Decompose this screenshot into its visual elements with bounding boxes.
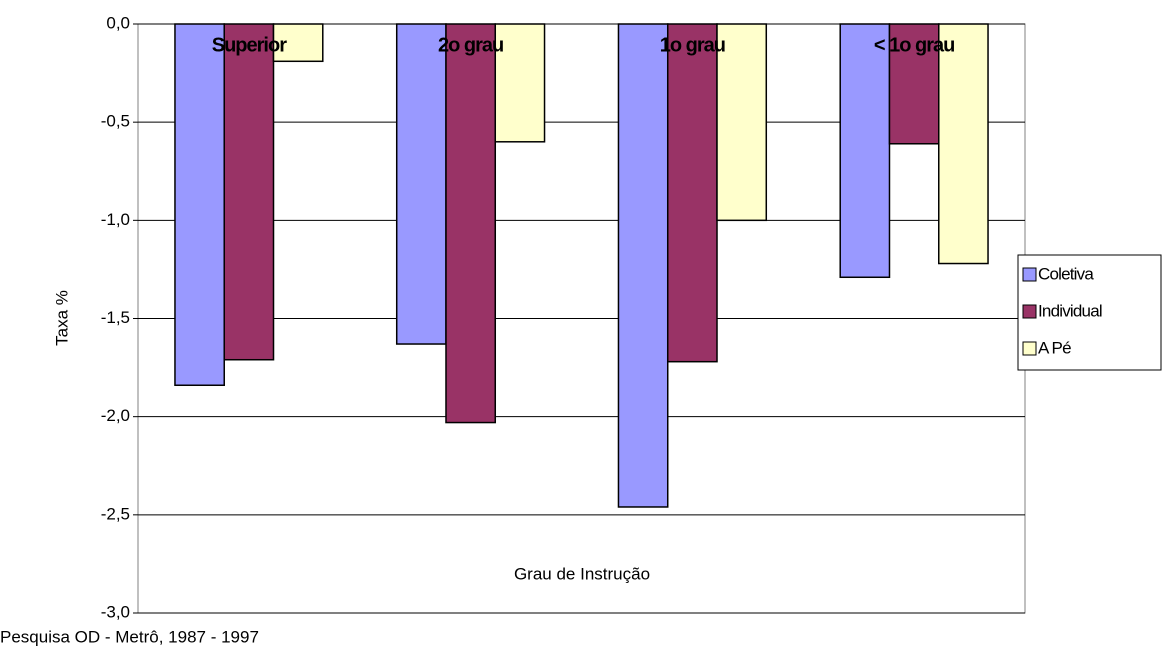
legend-box [1017,254,1162,371]
bar [716,23,768,222]
y-tick-label: 0,0 [106,13,130,32]
category-label: < 1o grau [874,34,954,56]
bar [888,23,940,145]
legend-label: Coletiva [1038,264,1094,283]
legend-swatch [1022,341,1037,356]
y-tick-label: -2,5 [101,504,130,523]
y-tick-label: -1,0 [101,210,130,229]
y-tick-label: -1,5 [101,308,130,327]
note: Pesquisa OD - Metrô, 1987 - 1997 [0,627,259,646]
bar [395,23,447,345]
bar [938,23,989,265]
y-tick-label: -2,0 [101,406,130,425]
bar [494,23,546,143]
y-tick-label: -3,0 [101,602,130,621]
legend-label: Individual [1038,301,1102,320]
y-axis-label: Taxa % [52,290,71,346]
bar [666,23,718,363]
bar [223,23,275,361]
legend-swatch [1022,267,1037,282]
legend-swatch [1022,304,1037,319]
category-label: 2o grau [438,34,503,56]
category-label: Superior [212,34,287,56]
bar [174,23,225,387]
bar [445,23,497,424]
bar [272,23,324,63]
category-label: 1o grau [660,34,725,56]
bar [839,23,891,279]
legend-label: A Pé [1038,338,1071,357]
bar [617,23,669,508]
y-tick-label: -0,5 [101,112,130,131]
x-axis-label: Grau de Instrução [514,564,650,583]
